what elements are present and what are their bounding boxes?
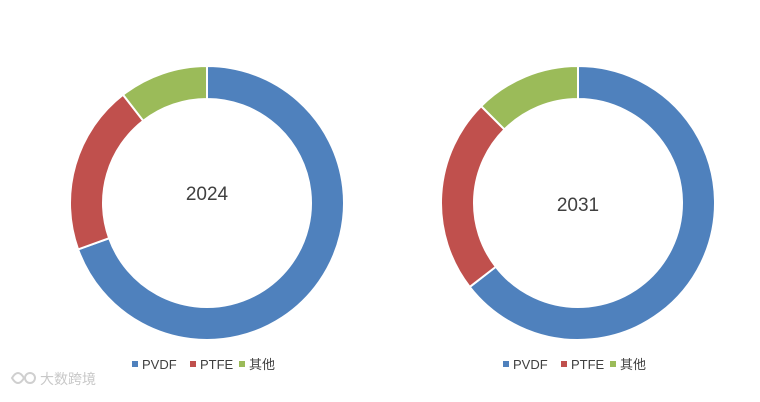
donut-slices-2024 [69,64,345,341]
legend-label-1-2024: PTFE [200,357,234,372]
legend-label-2-2031: 其他 [620,357,646,372]
watermark-text: 大数跨境 [40,372,96,388]
legend-label-0-2024: PVDF [142,357,177,372]
center-label-2024: 2024 [186,184,229,205]
slice--2031 [479,64,579,131]
legend-swatch-0-2024 [132,361,138,367]
legend-2024: PVDF PTFE 其他 [132,357,275,372]
legend-label-2-2024: 其他 [249,357,275,372]
donut-chart-2031: 2031 PVDF PTFE 其他 [440,64,716,372]
legend-swatch-0-2031 [503,361,509,367]
slice-pvdf-2031 [468,64,716,341]
slice--2024 [121,64,208,123]
legend-swatch-1-2031 [561,361,567,367]
legend-swatch-2-2024 [239,361,245,367]
slice-pvdf-2024 [76,64,345,341]
legend-label-1-2031: PTFE [571,357,605,372]
slice-ptfe-2024 [69,93,145,251]
donut-chart-2024: 2024 PVDF PTFE 其他 [69,64,345,372]
legend-label-0-2031: PVDF [513,357,548,372]
legend-swatch-2-2031 [610,361,616,367]
slice-ptfe-2031 [440,104,506,289]
legend-swatch-1-2024 [190,361,196,367]
donut-slices-2031 [440,64,716,341]
legend-2031: PVDF PTFE 其他 [503,357,646,372]
watermark: 大数跨境 [10,372,96,388]
watermark-logo-icon [10,372,36,384]
center-label-2031: 2031 [557,195,599,216]
